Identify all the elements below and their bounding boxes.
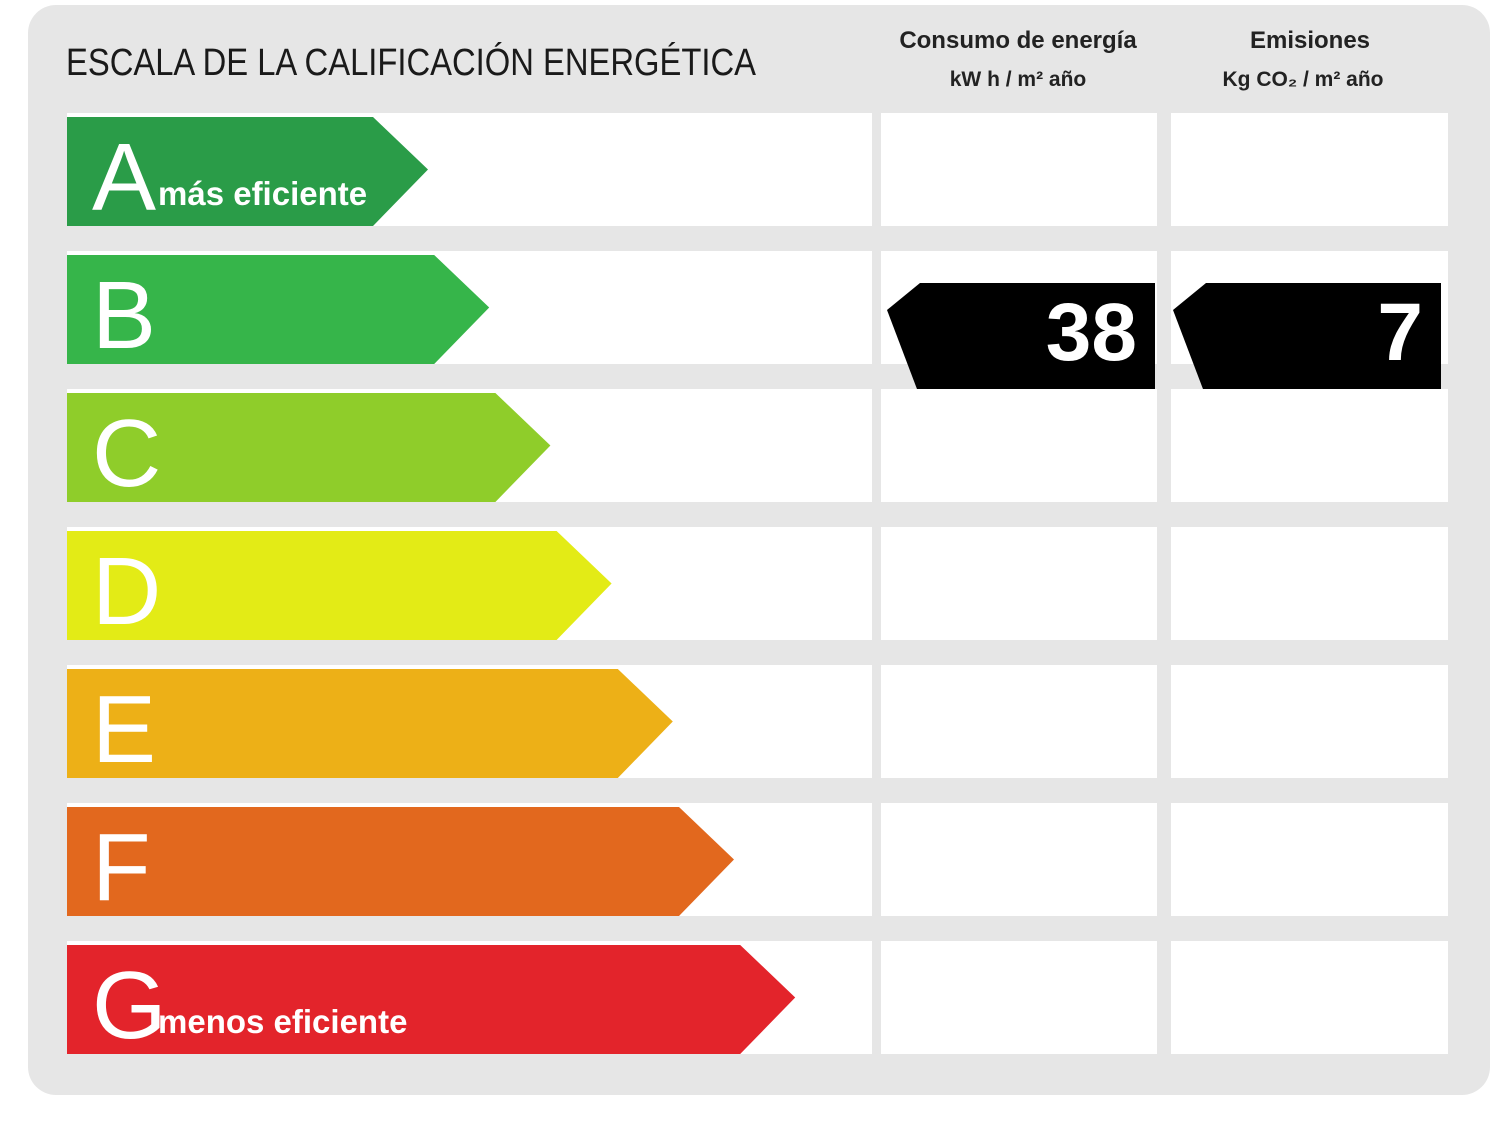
rating-arrow [67,807,734,916]
value: 7 [1377,287,1423,378]
title: ESCALA DE LA CALIFICACIÓN ENERGÉTICA [66,41,757,84]
column-unit: kW h / m² año [950,68,1087,91]
cell [881,941,1157,1054]
cell [1171,665,1448,778]
rating-arrow [67,255,490,364]
rating-arrow [67,117,428,226]
cell [1171,803,1448,916]
cell [881,389,1157,502]
cell [1171,113,1448,226]
column-unit: Kg CO₂ / m² año [1223,68,1384,91]
rating-arrow [67,393,551,502]
rating-arrow [67,945,796,1054]
rating-letter: A [92,124,156,231]
cell [1171,389,1448,502]
rating-letter: C [92,400,161,507]
value-arrow [887,283,1155,397]
cell [1171,941,1448,1054]
cell [1171,527,1448,640]
rating-arrow [67,669,673,778]
rating-letter: G [92,952,167,1059]
rating-arrow [67,531,612,640]
rating-letter: E [92,676,156,783]
rating-letter: B [92,262,156,369]
column-title: Emisiones [1250,27,1370,54]
rating-label: menos eficiente [158,1003,407,1040]
cell [881,665,1157,778]
value-arrow [1173,283,1441,397]
rating-letter: F [92,814,151,921]
rating-letter: D [92,538,161,645]
cell [881,803,1157,916]
value: 38 [1046,287,1137,378]
column-title: Consumo de energía [899,27,1137,54]
cell [881,113,1157,226]
rating-label: más eficiente [158,175,367,212]
cell [881,527,1157,640]
